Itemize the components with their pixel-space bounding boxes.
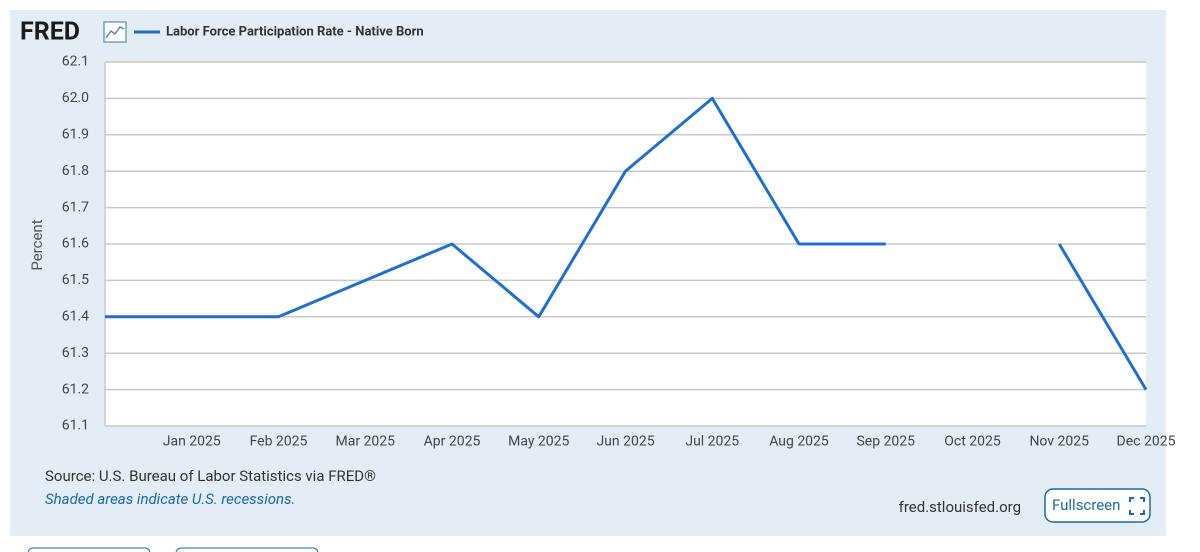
logo-icon (103, 21, 127, 43)
source: Source: U.S. Bureau of Labor Statistics … (45, 467, 376, 485)
x-tick-label: Feb 2025 (250, 434, 308, 450)
x-tick-label: Mar 2025 (335, 434, 395, 450)
x-tick-label: Sep 2025 (856, 434, 915, 450)
tab-button[interactable] (175, 547, 319, 552)
y-tick-label: 61.6 (62, 236, 89, 252)
x-tick-label: May 2025 (508, 434, 569, 450)
x-tick-label: Oct 2025 (944, 434, 1001, 450)
logo: FRED (20, 18, 80, 47)
y-tick-label: 61.9 (62, 127, 89, 143)
x-tick-label: Jan 2025 (163, 434, 221, 450)
y-axis-label: Percent (28, 219, 46, 270)
x-tick-label: Aug 2025 (769, 434, 829, 450)
note: Shaded areas indicate U.S. recessions. (45, 490, 295, 508)
y-tick-label: 61.8 (62, 163, 89, 179)
x-tick-label: Jul 2025 (685, 434, 739, 450)
x-tick-label: Nov 2025 (1029, 434, 1089, 450)
button-label[interactable]: Fullscreen (1052, 496, 1120, 514)
y-tick-label: 62.0 (62, 90, 89, 106)
y-tick-label: 61.4 (62, 309, 89, 325)
tab-button[interactable] (27, 547, 151, 552)
data-line (105, 96, 1148, 391)
y-tick-label: 62.1 (62, 54, 89, 70)
x-tick-label: Dec 2025 (1117, 434, 1176, 450)
fullscreen-button[interactable]: Fullscreen (1044, 488, 1151, 523)
legend-label: Labor Force Participation Rate - Native … (166, 24, 424, 39)
y-tick-label: 61.5 (62, 272, 89, 288)
y-tick-label: 61.7 (62, 199, 89, 215)
y-tick-label: 61.3 (62, 345, 89, 361)
y-tick-label: 61.2 (62, 381, 89, 397)
x-tick-label: Apr 2025 (424, 434, 481, 450)
y-tick-label: 61.1 (62, 418, 89, 434)
x-tick-label: Jun 2025 (596, 434, 654, 450)
site-link[interactable]: fred.stlouisfed.org (899, 498, 1021, 516)
